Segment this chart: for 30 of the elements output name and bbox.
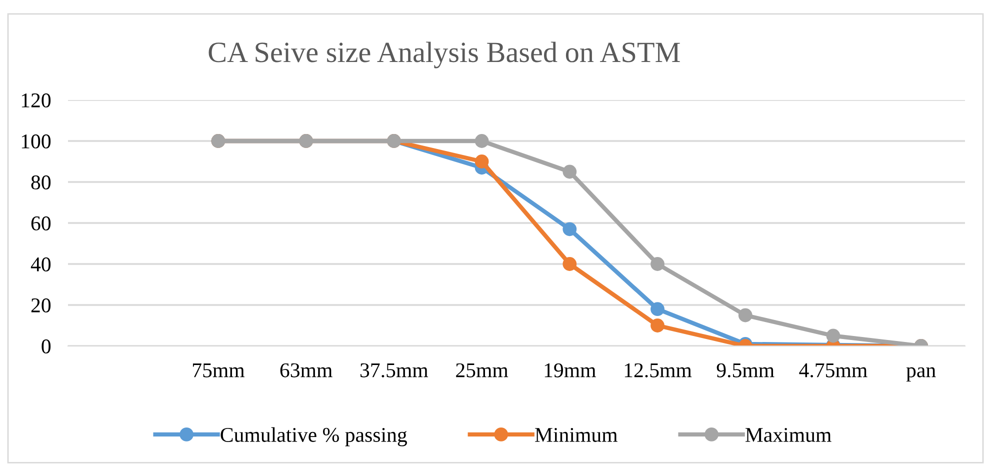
point: [826, 328, 840, 343]
y-tick-label: 40: [30, 257, 51, 272]
x-tick-label: 63mm: [280, 363, 332, 378]
x-tick-label: 12.5mm: [624, 363, 692, 378]
legend-label: Cumulative % passing: [220, 427, 407, 446]
legend-label: Maximum: [745, 428, 832, 442]
x-tick-label: 37.5mm: [360, 363, 428, 378]
y-tick-label: 80: [31, 175, 51, 190]
x-tick-label: pan: [906, 367, 936, 382]
y-tick-label: 0: [42, 339, 51, 354]
legend-label: Minimum: [535, 428, 618, 442]
point: [562, 164, 577, 179]
point: [738, 308, 752, 322]
y-tick-label: 120: [22, 93, 51, 108]
y-tick-label: 60: [31, 216, 51, 230]
chart-title: CA Seive size Analysis Based on ASTM: [208, 42, 680, 68]
point: [650, 257, 664, 271]
y-tick-label: 100: [22, 134, 51, 148]
x-tick-label: 4.75mm: [799, 363, 868, 378]
y-tick-label: 20: [31, 298, 51, 312]
x-tick-label: 9.5mm: [716, 363, 774, 378]
x-tick-label: 25mm: [456, 363, 508, 378]
point: [562, 222, 577, 236]
point: [562, 257, 577, 271]
x-tick-label: 75mm: [192, 363, 245, 378]
point: [650, 302, 664, 316]
x-tick-label: 19mm: [544, 363, 596, 378]
point: [474, 154, 489, 168]
point: [474, 134, 489, 148]
point: [650, 318, 664, 332]
